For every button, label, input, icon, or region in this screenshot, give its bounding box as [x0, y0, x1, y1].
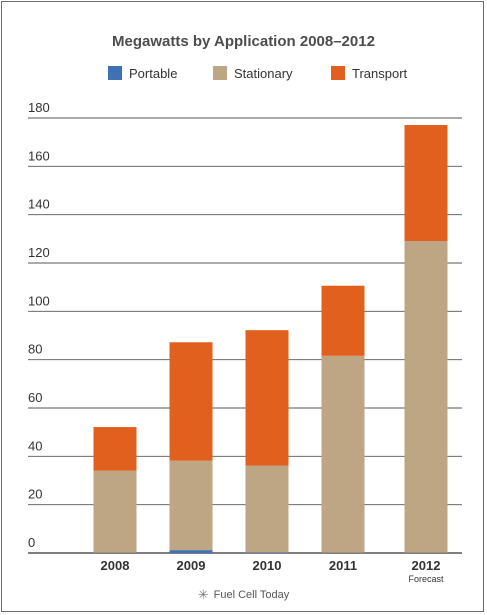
y-tick-label: 100 [28, 293, 50, 308]
legend-item-portable: Portable [108, 65, 178, 81]
y-tick-label: 180 [28, 100, 50, 115]
chart-title: Megawatts by Application 2008–2012 [112, 33, 375, 50]
legend-label-stationary: Stationary [234, 65, 293, 81]
legend-item-stationary: Stationary [213, 65, 293, 81]
bar-stationary-2012 [404, 241, 448, 553]
sunburst-icon: ✳ [197, 587, 209, 602]
legend-swatch-portable [108, 66, 122, 80]
bar-transport-2011 [321, 285, 365, 356]
legend-label-portable: Portable [129, 65, 178, 81]
legend-label-transport: Transport [352, 65, 408, 81]
x-tick-label: 2012 [412, 558, 441, 573]
legend-swatch-stationary [213, 66, 227, 80]
x-tick-sublabel: Forecast [408, 574, 444, 584]
y-tick-label: 80 [28, 342, 42, 357]
footer-text: Fuel Cell Today [213, 589, 290, 601]
bar-stationary-2008 [93, 470, 137, 553]
legend-item-transport: Transport [331, 65, 408, 81]
bar-transport-2009 [169, 342, 213, 461]
bar-transport-2012 [404, 125, 448, 242]
y-tick-label: 160 [28, 148, 50, 163]
y-tick-label: 0 [28, 535, 35, 550]
y-tick-label: 120 [28, 245, 50, 260]
bar-stationary-2010 [245, 465, 289, 553]
bar-portable-2009 [169, 550, 213, 553]
x-tick-label: 2009 [177, 558, 206, 573]
y-tick-label: 40 [28, 438, 42, 453]
bar-transport-2008 [93, 427, 137, 471]
y-tick-label: 20 [28, 487, 42, 502]
x-tick-label: 2011 [329, 558, 357, 573]
y-tick-label: 140 [28, 197, 50, 212]
bar-transport-2010 [245, 330, 289, 466]
chart-footer: ✳ Fuel Cell Today [0, 587, 487, 603]
bar-stationary-2011 [321, 355, 365, 553]
x-tick-label: 2010 [253, 558, 282, 573]
legend-swatch-transport [331, 66, 345, 80]
y-tick-label: 60 [28, 390, 42, 405]
x-tick-label: 2008 [101, 558, 130, 573]
bar-stationary-2009 [169, 460, 213, 551]
